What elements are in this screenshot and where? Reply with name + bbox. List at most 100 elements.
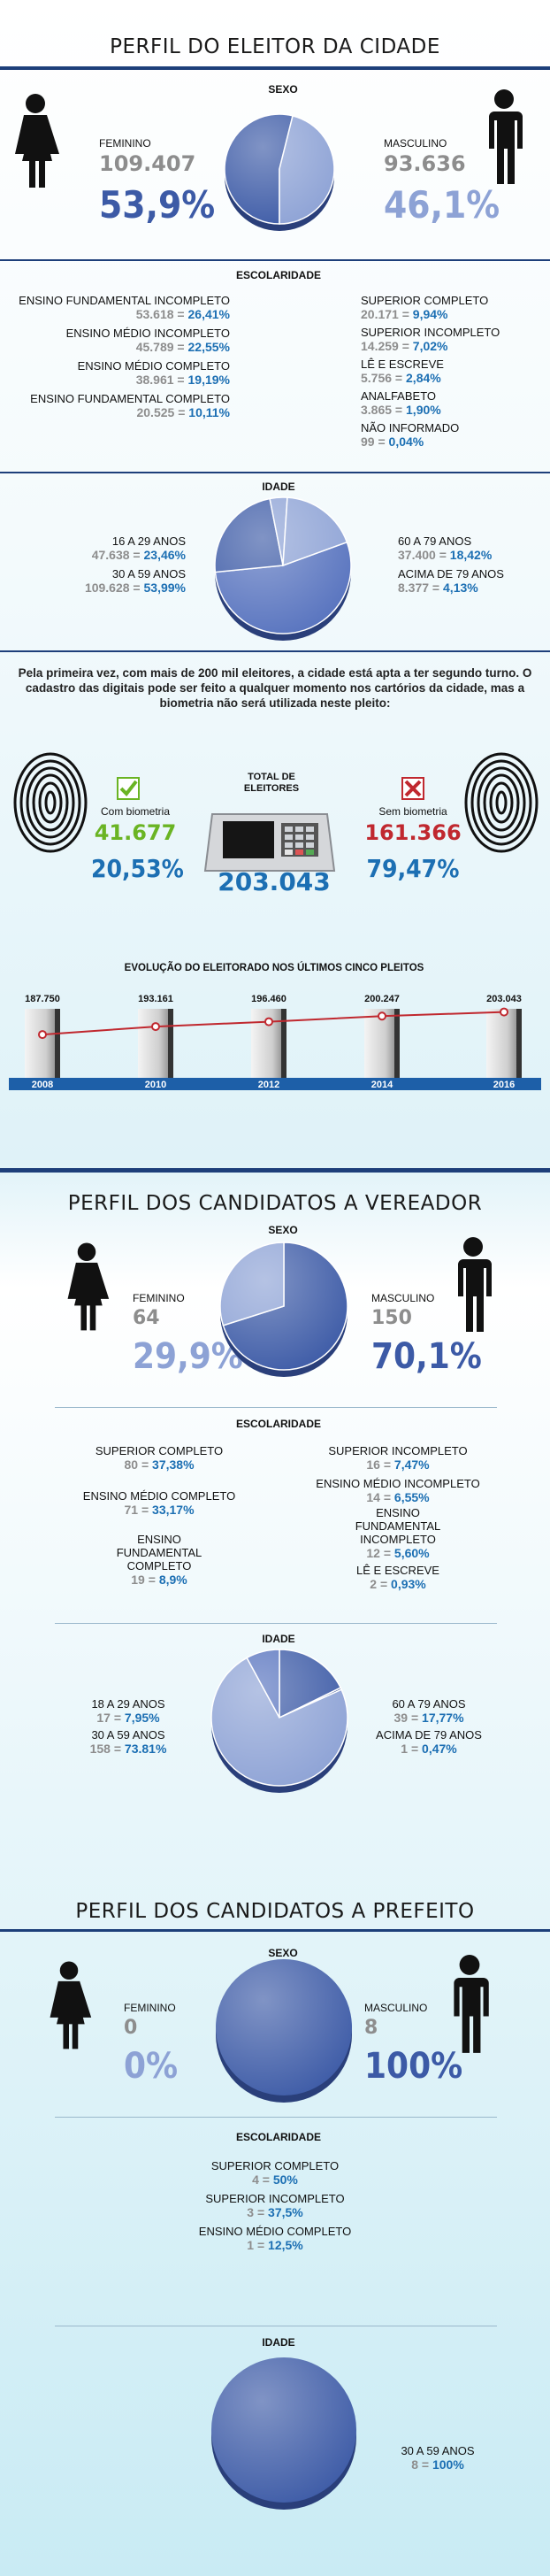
evolucao-year-label: 2010 (145, 1080, 166, 1090)
fingerprint-icon (13, 752, 88, 853)
vereador-idade-right: 60 A 79 ANOS 39 = 17,77% ACIMA DE 79 ANOS… (363, 1697, 495, 1756)
female-figure-icon (67, 1242, 110, 1331)
eleitor-masculino-pct: 46,1% (384, 183, 500, 227)
pie-gloss (211, 1649, 348, 1786)
eleitor-feminino-pct: 53,9% (99, 183, 216, 227)
female-figure-icon (50, 1961, 92, 2049)
prefeito-feminino-label: FEMININO (124, 2002, 176, 2014)
list-item: LÊ E ESCREVE 2 = 0,93% (356, 1564, 439, 1591)
eleitor-title: PERFIL DO ELEITOR DA CIDADE (110, 35, 440, 58)
list-item: ENSINO FUNDAMENTAL COMPLETO 19 = 8,9% (116, 1533, 202, 1587)
vereador-idade-label: IDADE (262, 1633, 295, 1645)
pie-gloss (220, 1242, 348, 1370)
evolucao-value-label: 187.750 (25, 994, 60, 1004)
divider (55, 1623, 497, 1624)
biometria-text: Pela primeira vez, com mais de 200 mil e… (18, 666, 532, 710)
list-item: SUPERIOR COMPLETO 4 = 50% (210, 2159, 340, 2187)
vereador-escolaridade-left: SUPERIOR COMPLETO 80 = 37,38% ENSINO MÉDI… (71, 1444, 248, 1587)
divider (0, 259, 550, 261)
evolucao-year-label: 2008 (32, 1080, 53, 1090)
eleitor-sexo-pie-chart (224, 113, 335, 231)
eleitor-masculino-num: 93.636 (384, 151, 466, 176)
female-figure-icon (15, 94, 59, 188)
list-item: 30 A 59 ANOS 158 = 73.81% (89, 1728, 167, 1756)
list-item: SUPERIOR COMPLETO 80 = 37,38% (95, 1444, 224, 1472)
list-item: ENSINO MÉDIO INCOMPLETO 45.789 = 22,55% (65, 327, 230, 354)
vereador-masculino-num: 150 (371, 1307, 412, 1329)
vereador-sexo-label: SEXO (268, 1224, 298, 1236)
list-item: ACIMA DE 79 ANOS 8.377 = 4,13% (398, 567, 504, 595)
evolucao-point (500, 1007, 508, 1017)
eleitor-sexo-label: SEXO (268, 83, 298, 96)
evolucao-value-label: 196.460 (251, 994, 286, 1004)
prefeito-idade-pie-chart (211, 2357, 356, 2510)
eleitor-escolaridade-left: ENSINO FUNDAMENTAL INCOMPLETO 53.618 = 26… (0, 294, 230, 419)
eleitor-feminino-num: 109.407 (99, 151, 196, 176)
list-item: ENSINO MÉDIO COMPLETO 71 = 33,17% (82, 1489, 236, 1517)
vereador-idade-pie-chart (210, 1649, 348, 1793)
prefeito-masculino-num: 8 (364, 2017, 378, 2039)
divider (55, 1407, 497, 1408)
divider (55, 2117, 497, 2118)
list-item: SUPERIOR COMPLETO 20.171 = 9,94% (361, 294, 489, 321)
evolucao-value-label: 193.161 (138, 994, 173, 1004)
timeline-strip (9, 1078, 541, 1090)
vereador-escolaridade-label: ESCOLARIDADE (235, 1418, 321, 1430)
prefeito-sexo-pie-chart (216, 1959, 352, 2103)
list-item: ACIMA DE 79 ANOS 1 = 0,47% (376, 1728, 482, 1756)
pie-gloss (211, 2357, 356, 2503)
sem-biometria-num: 161.366 (364, 820, 462, 845)
eleitor-escolaridade-right: SUPERIOR COMPLETO 20.171 = 9,94% SUPERIOR… (361, 294, 546, 449)
vereador-sexo-pie-chart (219, 1242, 348, 1377)
evolucao-point (264, 1017, 273, 1027)
list-item: ENSINO MÉDIO INCOMPLETO 14 = 6,55% (316, 1477, 480, 1504)
list-item: ENSINO FUNDAMENTAL INCOMPLETO 53.618 = 26… (19, 294, 230, 321)
evolucao-value-label: 203.043 (486, 994, 522, 1004)
list-item: 30 A 59 ANOS 8 = 100% (401, 2444, 475, 2472)
sem-biometria-label: Sem biometria (378, 805, 447, 818)
divider (0, 650, 550, 652)
evolucao-value-label: 200.247 (364, 994, 400, 1004)
evolucao-year-label: 2012 (258, 1080, 279, 1090)
pie-gloss (216, 1959, 352, 2095)
check-icon (117, 777, 140, 800)
cross-icon (401, 777, 424, 800)
fingerprint-icon (464, 752, 539, 853)
evolucao-line-chart: 187.750 2008 193.161 2010 196.460 2012 200.247… (9, 994, 541, 1090)
list-item: 18 A 29 ANOS 17 = 7,95% (91, 1697, 165, 1725)
prefeito-escolaridade-label: ESCOLARIDADE (235, 2131, 321, 2143)
male-figure-icon (454, 1955, 489, 2053)
eleitor-title-rule (0, 66, 550, 70)
prefeito-escolaridade-list: SUPERIOR COMPLETO 4 = 50% SUPERIOR INCOMP… (187, 2159, 363, 2252)
eleitor-idade-right: 60 A 79 ANOS 37.400 = 18,42% ACIMA DE 79 … (398, 534, 548, 595)
voting-machine-icon (203, 813, 336, 872)
evolucao-point (151, 1022, 160, 1032)
section-rule (0, 1168, 550, 1173)
evolucao-bar (25, 1009, 60, 1078)
list-item: 16 A 29 ANOS 47.638 = 23,46% (91, 534, 186, 562)
vereador-escolaridade-right: SUPERIOR INCOMPLETO 16 = 7,47% ENSINO MÉD… (309, 1444, 486, 1591)
eleitor-escolaridade-label: ESCOLARIDADE (235, 269, 321, 281)
pie-gloss (215, 497, 351, 634)
list-item: SUPERIOR INCOMPLETO 3 = 37,5% (205, 2192, 345, 2219)
prefeito-sexo-label: SEXO (268, 1947, 298, 1959)
eleitor-idade-pie-chart (214, 496, 352, 641)
list-item: SUPERIOR INCOMPLETO 14.259 = 7,02% (361, 326, 500, 353)
prefeito-title: PERFIL DOS CANDIDATOS A PREFEITO (75, 1900, 475, 1923)
list-item: LÊ E ESCREVE 5.756 = 2,84% (361, 358, 444, 385)
evolucao-year-label: 2014 (371, 1080, 393, 1090)
prefeito-idade-label: IDADE (262, 2336, 295, 2349)
eleitor-idade-left: 16 A 29 ANOS 47.638 = 23,46% 30 A 59 ANOS… (35, 534, 186, 595)
list-item: ENSINO MÉDIO COMPLETO 38.961 = 19,19% (77, 359, 230, 387)
eleitor-feminino-label: FEMININO (99, 137, 151, 150)
evolucao-year-label: 2016 (493, 1080, 515, 1090)
list-item: SUPERIOR INCOMPLETO 16 = 7,47% (328, 1444, 468, 1472)
divider (0, 472, 550, 473)
vereador-title: PERFIL DOS CANDIDATOS A VEREADOR (67, 1192, 483, 1215)
prefeito-feminino-pct: 0% (124, 2046, 179, 2087)
evolucao-bar (138, 1009, 173, 1078)
vereador-feminino-num: 64 (133, 1307, 160, 1329)
male-figure-icon (458, 1237, 492, 1332)
total-eleitores-label: TOTAL DE ELEITORES (243, 772, 300, 794)
list-item: NÃO INFORMADO 99 = 0,04% (361, 421, 460, 449)
